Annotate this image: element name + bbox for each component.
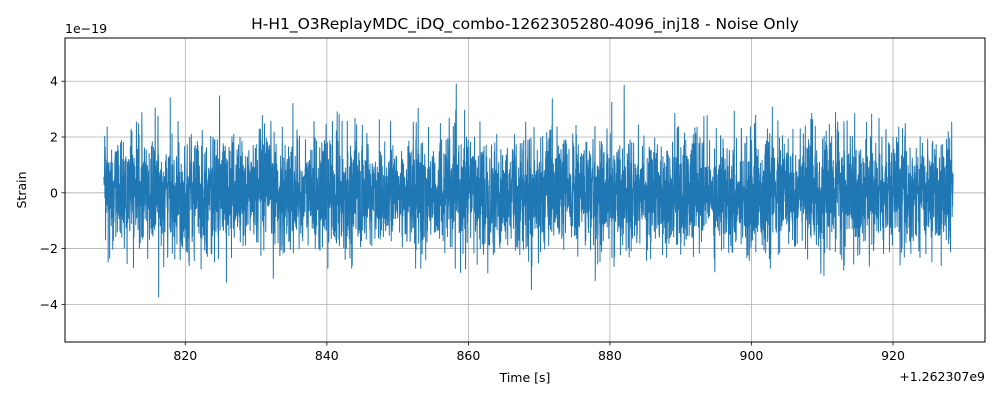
- x-tick-label: 880: [598, 348, 622, 363]
- x-axis: 820 840 860 880 900 920: [173, 342, 905, 363]
- y-scale-label: 1e−19: [65, 21, 107, 36]
- y-axis: −4 −2 0 2 4: [40, 74, 65, 312]
- y-tick-label: 2: [50, 130, 58, 145]
- y-tick-label: −2: [40, 241, 58, 256]
- y-tick-label: 4: [50, 74, 58, 89]
- strain-trace: [103, 83, 954, 298]
- x-tick-label: 820: [173, 348, 197, 363]
- x-offset-label: +1.262307e9: [899, 369, 985, 384]
- plot-frame: [64, 37, 986, 343]
- x-tick-label: 900: [740, 348, 764, 363]
- y-axis-label: Strain: [14, 171, 29, 208]
- series-line: [103, 83, 954, 298]
- x-tick-label: 860: [456, 348, 480, 363]
- chart-title: H-H1_O3ReplayMDC_iDQ_combo-1262305280-40…: [251, 15, 799, 34]
- y-tick-label: 0: [50, 185, 58, 200]
- x-tick-label: 840: [315, 348, 339, 363]
- x-axis-label: Time [s]: [499, 370, 551, 385]
- y-tick-label: −4: [40, 297, 58, 312]
- x-tick-label: 920: [881, 348, 905, 363]
